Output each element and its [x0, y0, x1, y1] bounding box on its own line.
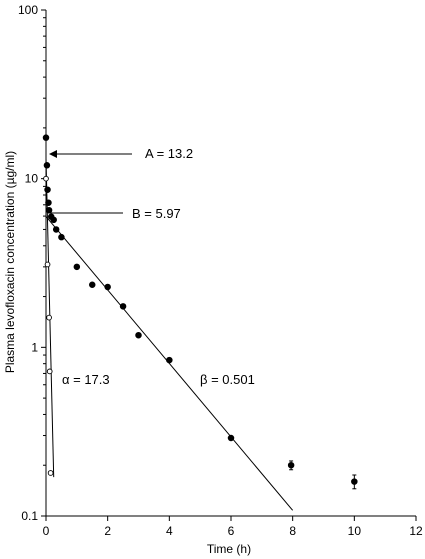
data-point-open [46, 368, 53, 375]
y-tick-label: 10 [25, 172, 39, 186]
annotation-b: B = 5.97 [132, 206, 181, 221]
x-tick-label: 10 [348, 524, 362, 538]
y-tick-label: 100 [18, 3, 38, 17]
data-point-open [46, 314, 52, 321]
annotation-alpha: α = 17.3 [62, 372, 110, 387]
data-point-filled [52, 226, 60, 233]
fit-line-beta [45, 216, 294, 511]
data-point-filled [351, 478, 358, 485]
data-point-filled [43, 162, 51, 169]
axes: 0.1 1 10 100 0 2 4 6 8 10 12 [18, 3, 423, 538]
data-point-filled [287, 461, 295, 469]
data-point-filled [45, 206, 53, 214]
data-point-filled [88, 281, 96, 288]
data-point-filled [166, 356, 173, 364]
data-point-open [44, 261, 51, 268]
annotation-a: A = 13.2 [145, 146, 193, 161]
data-points [42, 134, 358, 490]
x-tick-label: 0 [43, 524, 50, 538]
data-point-filled [119, 303, 127, 310]
data-point-filled [44, 186, 51, 193]
x-tick-label: 6 [228, 524, 235, 538]
data-point-filled [42, 134, 50, 141]
data-point-open [47, 470, 54, 476]
x-tick-label: 12 [409, 524, 423, 538]
data-point-filled [73, 263, 81, 271]
annotations: A = 13.2 B = 5.97 α = 17.3 β = 0.501 [48, 146, 255, 387]
data-point-filled [45, 199, 52, 206]
data-point-filled [227, 434, 235, 442]
y-tick-label: 0.1 [21, 509, 38, 523]
x-axis-label: Time (h) [207, 542, 251, 556]
x-tick-label: 8 [289, 524, 296, 538]
y-axis-label: Plasma levofloxacin concentration (µg/ml… [3, 151, 17, 373]
data-point-filled [104, 283, 111, 291]
annotation-beta: β = 0.501 [200, 372, 255, 387]
x-tick-label: 4 [166, 524, 173, 538]
data-point-open [43, 175, 49, 182]
data-point-filled [58, 233, 65, 241]
data-point-filled [135, 331, 142, 339]
y-tick-label: 1 [31, 340, 38, 354]
x-tick-label: 2 [104, 524, 111, 538]
data-point-filled [50, 216, 57, 224]
